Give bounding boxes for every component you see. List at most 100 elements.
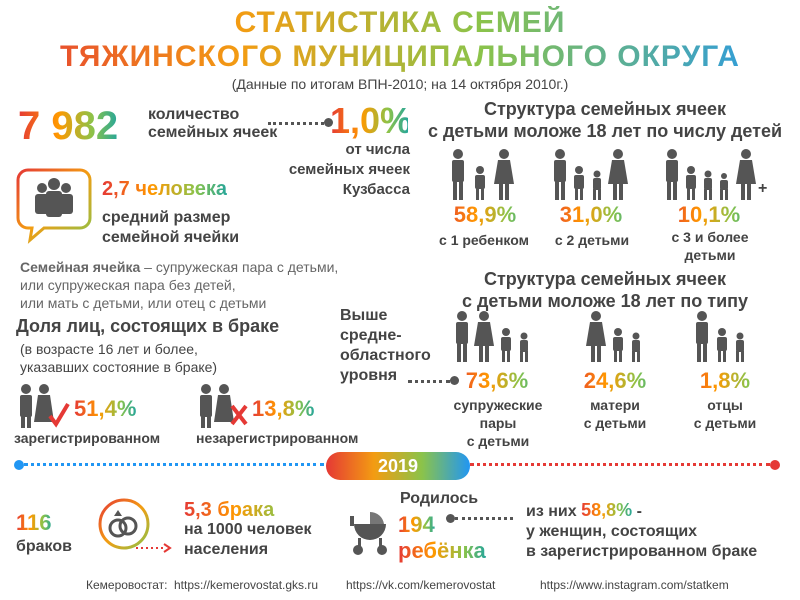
fathers-value: 1,8% (680, 368, 770, 394)
mothers-label-1: матери (590, 397, 640, 413)
mothers-label: матери с детьми (560, 396, 670, 432)
couple-registered-icon (14, 382, 70, 435)
plus-sign: + (758, 180, 768, 197)
mother-children-icon (584, 310, 650, 369)
family-two-children-icon (550, 148, 632, 207)
born-registered: из них 58,8% - у женщин, состоящих в зар… (526, 500, 757, 562)
definition-line-1: Семейная ячейка – супружеская пара с дет… (20, 258, 338, 276)
three-children-label-1: с 3 и более (671, 229, 749, 245)
marriage-sub-1: (в возрасте 16 лет и более, (20, 341, 198, 357)
kuzbass-label-2: семейных ячеек (288, 161, 410, 178)
timeline-start-dot (14, 460, 24, 470)
timeline-left (24, 463, 324, 466)
page-title-line1: СТАТИСТИКА СЕМЕЙ (0, 6, 800, 40)
born-registered-line-2: у женщин, состоящих (526, 523, 698, 540)
connector-dot-type (450, 376, 459, 385)
unregistered-value: 13,8% (252, 396, 315, 421)
father-children-icon (690, 310, 756, 369)
above-regional-1: Выше (340, 307, 388, 324)
children-heading-1: Структура семейных ячеек (483, 99, 727, 119)
connector-dot (324, 118, 333, 127)
page-title-line2: ТЯЖИНСКОГО МУНИЦИПАЛЬНОГО ОКРУГА (0, 40, 800, 74)
marriage-sub: (в возрасте 16 лет и более, указавших со… (20, 340, 217, 376)
marriage-rate-label-2: населения (184, 541, 269, 558)
marriage-sub-2: указавших состояние в браке) (20, 359, 218, 375)
born-registered-line-3: в зарегистрированном браке (526, 543, 758, 560)
type-heading-2: с детьми моложе 18 лет по типу (461, 291, 749, 311)
rings-icon (96, 496, 176, 565)
footer-link-vk[interactable]: https://vk.com/kemerovostat (346, 578, 496, 592)
definition-line-2: или супружеская пара без детей, (20, 277, 236, 293)
timeline-right (470, 463, 770, 466)
fathers-label-1: отцы (707, 397, 743, 413)
three-children-label: с 3 и более детьми (650, 228, 770, 264)
three-children-label-2: детьми (684, 247, 736, 263)
above-regional-4: уровня (340, 367, 398, 384)
born-unit: ребёнка (398, 538, 486, 563)
two-children-value: 31,0% (546, 202, 636, 228)
footer-source: Кемеровостат: (86, 578, 168, 592)
three-children-value: 10,1% (664, 202, 754, 228)
family-couple-children-icon (452, 310, 534, 369)
timeline-end-dot (770, 460, 780, 470)
family-one-child-icon (448, 148, 518, 207)
marriage-rate-value: 5,3 брака (184, 500, 312, 520)
family-count-label-1: количество (148, 106, 240, 123)
children-heading-2: с детьми моложе 18 лет по числу детей (427, 121, 783, 141)
marriage-rate-label-1: на 1000 человек (184, 521, 312, 538)
above-regional-3: областного (340, 347, 431, 364)
couples-label: супружеские пары с детьми (438, 396, 558, 450)
born-value: 194 (398, 512, 435, 537)
couples-label-1: супружеские (453, 397, 543, 413)
kuzbass-label-1: от числа (345, 141, 410, 158)
type-heading-1: Структура семейных ячеек (483, 269, 727, 289)
year-badge: 2019 (326, 452, 470, 480)
family-count-label: количество семейных ячеек (148, 106, 277, 142)
avg-size-label-2: семейной ячейки (102, 229, 240, 246)
avg-size-label-1: средний размер (102, 209, 231, 226)
dotted-connector-born (455, 517, 513, 520)
baby-stroller-icon (348, 510, 392, 563)
type-heading: Структура семейных ячеек с детьми моложе… (420, 268, 790, 312)
born-registered-line-1: из них 58,8% - (526, 500, 757, 522)
dotted-connector (268, 122, 324, 125)
one-child-value: 58,9% (440, 202, 530, 228)
mothers-value: 24,6% (570, 368, 660, 394)
page-subtitle: (Данные по итогам ВПН-2010; на 14 октябр… (231, 76, 569, 92)
one-child-label: с 1 ребенком (439, 232, 529, 248)
marriages-value: 116 (16, 510, 52, 535)
kuzbass-label-3: Кузбасса (342, 181, 410, 198)
couples-label-2: пары (479, 415, 517, 431)
marriage-heading: Доля лиц, состоящих в браке (16, 316, 280, 336)
definition-term: Семейная ячейка (20, 259, 141, 275)
registered-value: 51,4% (74, 396, 137, 421)
definition: Семейная ячейка – супружеская пара с дет… (20, 258, 338, 312)
born-registered-prefix: из них (526, 503, 582, 520)
kuzbass-share-label: от числа семейных ячеек Кузбасса (282, 140, 410, 200)
couple-unregistered-icon (194, 382, 250, 435)
avg-size-value: 2,7 человека (102, 178, 228, 200)
born-registered-value: 58,8% (581, 500, 633, 520)
two-children-label: с 2 детьми (554, 232, 630, 248)
couples-value: 73,6% (452, 368, 542, 394)
family-count-label-2: семейных ячеек (148, 124, 278, 141)
avg-size-label: средний размер семейной ячейки (102, 208, 239, 248)
fathers-label-2: с детьми (693, 415, 757, 431)
connector-dot-born (446, 514, 455, 523)
footer-link-site[interactable]: https://kemerovostat.gks.ru (174, 578, 319, 592)
family-count: 7 982 (18, 104, 119, 148)
fathers-label: отцы с детьми (670, 396, 780, 432)
definition-line-1-rest: – супружеская пара с детьми, (140, 259, 339, 275)
unregistered-label: незарегистрированном (196, 430, 359, 446)
definition-line-3: или мать с детьми, или отец с детьми (20, 295, 267, 311)
born-label: Родилось (400, 490, 479, 507)
speech-bubble-group-icon (14, 166, 94, 249)
children-heading: Структура семейных ячеек с детьми моложе… (420, 98, 790, 142)
above-regional: Выше средне- областного уровня (340, 306, 431, 386)
marriage-rate: 5,3 брака на 1000 человек населения (184, 500, 312, 560)
footer-link-instagram[interactable]: https://www.instagram.com/statkem (540, 578, 729, 592)
registered-label: зарегистрированном (14, 430, 161, 446)
mothers-label-2: с детьми (583, 415, 647, 431)
couples-label-3: с детьми (466, 433, 530, 449)
marriages-label: браков (16, 538, 72, 555)
